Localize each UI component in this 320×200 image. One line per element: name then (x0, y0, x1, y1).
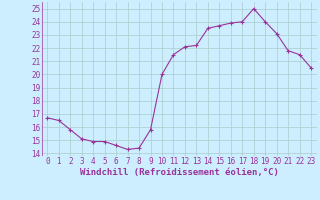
X-axis label: Windchill (Refroidissement éolien,°C): Windchill (Refroidissement éolien,°C) (80, 168, 279, 177)
